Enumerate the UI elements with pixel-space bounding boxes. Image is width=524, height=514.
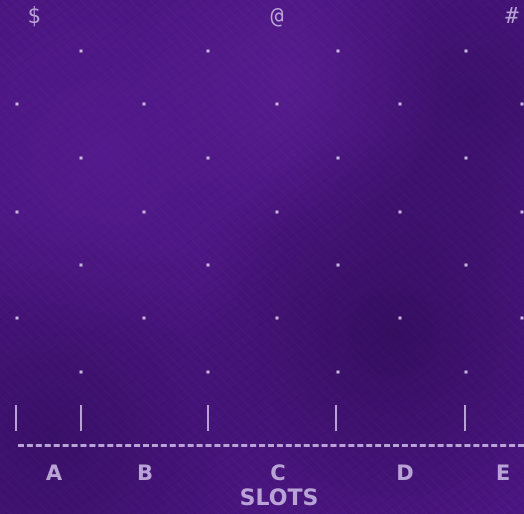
slots-title: SLOTS bbox=[239, 486, 319, 511]
slot-a[interactable]: A bbox=[45, 461, 63, 485]
peg bbox=[464, 156, 468, 160]
peg bbox=[520, 102, 524, 106]
peg bbox=[142, 102, 146, 106]
peg bbox=[336, 156, 340, 160]
top-symbol-at: @ bbox=[270, 4, 284, 29]
slot-divider bbox=[335, 405, 337, 431]
peg bbox=[79, 156, 83, 160]
peg bbox=[336, 49, 340, 53]
peg bbox=[275, 316, 279, 320]
peg bbox=[79, 370, 83, 374]
slot-baseline bbox=[18, 444, 524, 447]
slot-divider bbox=[464, 405, 466, 431]
peg bbox=[15, 316, 19, 320]
peg bbox=[464, 263, 468, 267]
top-symbol-dollar: $ bbox=[27, 4, 41, 29]
slot-c[interactable]: C bbox=[270, 461, 286, 485]
peg bbox=[336, 370, 340, 374]
top-symbol-hash: # bbox=[505, 4, 519, 29]
peg bbox=[464, 49, 468, 53]
peg bbox=[206, 156, 210, 160]
peg bbox=[275, 102, 279, 106]
peg bbox=[520, 316, 524, 320]
peg bbox=[15, 102, 19, 106]
peg bbox=[275, 210, 279, 214]
peg bbox=[15, 210, 19, 214]
peg bbox=[398, 316, 402, 320]
peg bbox=[398, 102, 402, 106]
peg bbox=[79, 49, 83, 53]
slot-divider bbox=[15, 405, 17, 431]
peg bbox=[79, 263, 83, 267]
peg bbox=[336, 263, 340, 267]
peg bbox=[520, 210, 524, 214]
peg bbox=[206, 263, 210, 267]
peg bbox=[206, 49, 210, 53]
peg bbox=[206, 370, 210, 374]
peg bbox=[398, 210, 402, 214]
slot-b[interactable]: B bbox=[136, 461, 154, 485]
slot-d[interactable]: D bbox=[396, 461, 414, 485]
peg bbox=[142, 210, 146, 214]
peg bbox=[142, 316, 146, 320]
peg bbox=[464, 370, 468, 374]
slot-divider bbox=[80, 405, 82, 431]
slot-e[interactable]: E bbox=[495, 461, 511, 485]
slot-divider bbox=[207, 405, 209, 431]
